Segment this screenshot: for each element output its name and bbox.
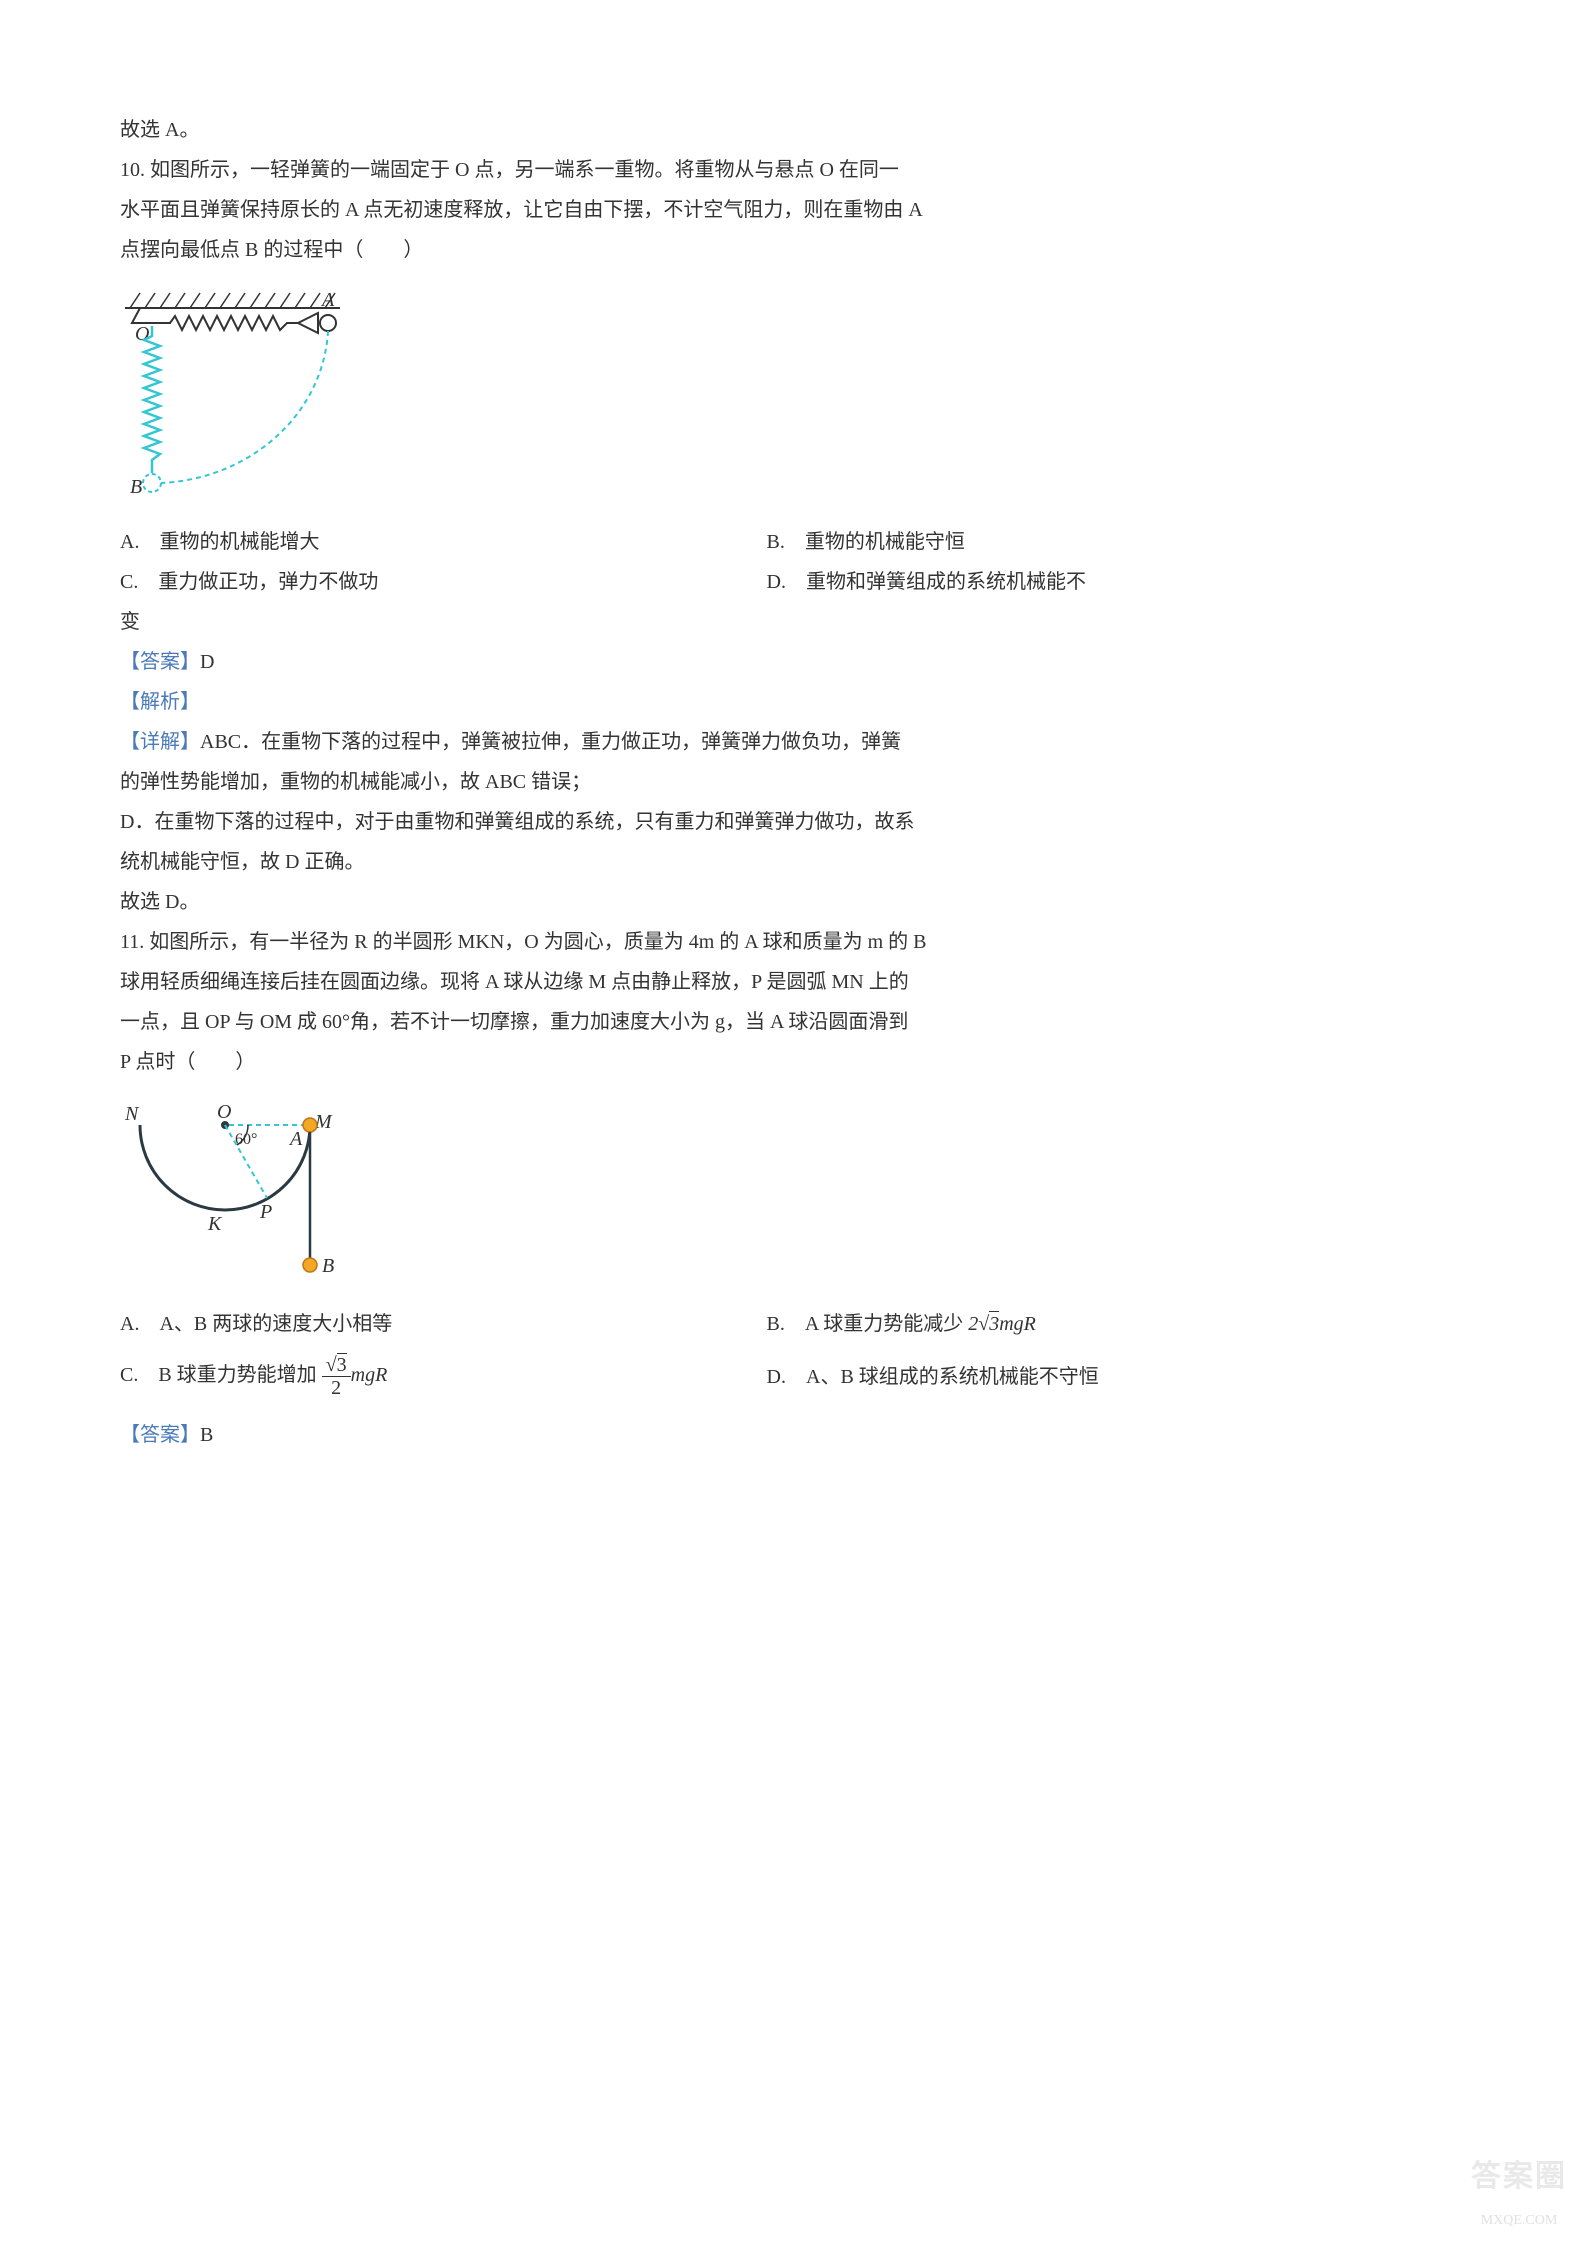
q11-opt-A: A. A、B 两球的速度大小相等 <box>120 1304 767 1344</box>
label-K: K <box>207 1213 223 1235</box>
lead-in: 故选 A。 <box>120 110 1467 150</box>
q10-number: 10. <box>120 159 145 181</box>
label-B2: B <box>322 1255 334 1277</box>
den: 2 <box>322 1377 351 1399</box>
q11-diagram-svg: N M O 60° A B K P <box>120 1090 380 1290</box>
q10-stem1: 如图所示，一轻弹簧的一端固定于 O 点，另一端系一重物。将重物从与悬点 O 在同… <box>150 159 899 181</box>
q10-explain-line3: D．在重物下落的过程中，对于由重物和弹簧组成的系统，只有重力和弹簧弹力做功，故系 <box>120 802 1467 842</box>
ball-B-dashed <box>143 474 161 492</box>
tail: mgR <box>999 1313 1036 1335</box>
explain-label: 【详解】 <box>120 731 200 753</box>
answer-label: 【答案】 <box>120 651 200 673</box>
q11-answer-val: B <box>200 1424 213 1446</box>
q10-conclude: 故选 D。 <box>120 882 1467 922</box>
tail-c: mgR <box>351 1364 388 1386</box>
q10-opt-C-text: 重力做正功，弹力不做功 <box>158 571 378 593</box>
q10-stem-line1: 10. 如图所示，一轻弹簧的一端固定于 O 点，另一端系一重物。将重物从与悬点 … <box>120 150 1467 190</box>
q11-stem-line2: 球用轻质细绳连接后挂在圆面边缘。现将 A 球从边缘 M 点由静止释放，P 是圆弧… <box>120 962 1467 1002</box>
q10-stem-line3: 点摆向最低点 B 的过程中（ ） <box>120 230 1467 270</box>
q10-answer-val: D <box>200 651 214 673</box>
q11-opt-B-prefix: A 球重力势能减少 <box>805 1313 968 1335</box>
q10-figure: O A B <box>120 278 1467 522</box>
page: 故选 A。 10. 如图所示，一轻弹簧的一端固定于 O 点，另一端系一重物。将重… <box>0 0 1587 2245</box>
q10-explain1: ABC．在重物下落的过程中，弹簧被拉伸，重力做正功，弹簧弹力做负功，弹簧 <box>200 731 901 753</box>
label-N: N <box>124 1103 140 1125</box>
arc-AB <box>161 331 328 483</box>
answer-label-2: 【答案】 <box>120 1424 200 1446</box>
ball-B-q11 <box>303 1258 317 1272</box>
q10-opt-C: C. 重力做正功，弹力不做功 <box>120 562 767 602</box>
q11-opt-D-text: A、B 球组成的系统机械能不守恒 <box>806 1366 1099 1388</box>
q10-opt-B: B. 重物的机械能守恒 <box>767 522 1467 562</box>
watermark-logo: 答案圈 <box>1471 2147 1567 2207</box>
ball-A <box>320 315 336 331</box>
label-angle: 60° <box>235 1131 257 1148</box>
q10-opt-D-cont: 变 <box>120 602 1467 642</box>
q10-options-row1: A. 重物的机械能增大 B. 重物的机械能守恒 <box>120 522 1467 562</box>
watermark: 答案圈 MXQE.COM <box>1471 2147 1567 2235</box>
bracket-O <box>132 308 160 323</box>
q11-answer: 【答案】B <box>120 1415 1467 1455</box>
q11-opt-C: C. B 球重力势能增加 √32mgR <box>120 1354 767 1399</box>
q10-analysis-label: 【解析】 <box>120 682 1467 722</box>
q10-stem-line2: 水平面且弹簧保持原长的 A 点无初速度释放，让它自由下摆，不计空气阻力，则在重物… <box>120 190 1467 230</box>
q11-opt-A-text: A、B 两球的速度大小相等 <box>159 1313 392 1335</box>
num-rad: 3 <box>337 1353 347 1376</box>
q10-opt-A: A. 重物的机械能增大 <box>120 522 767 562</box>
label-P: P <box>259 1201 272 1223</box>
q10-explain-line2: 的弹性势能增加，重物的机械能减小，故 ABC 错误； <box>120 762 1467 802</box>
q10-answer: 【答案】D <box>120 642 1467 682</box>
ball-A-q11 <box>303 1118 317 1132</box>
coef: 2 <box>968 1313 978 1335</box>
q11-number: 11. <box>120 931 144 953</box>
label-B: B <box>130 476 142 498</box>
bracket-A <box>298 313 318 333</box>
q10-opt-D-text1: 重物和弹簧组成的系统机械能不 <box>806 571 1086 593</box>
q10-explain-line1: 【详解】ABC．在重物下落的过程中，弹簧被拉伸，重力做正功，弹簧弹力做负功，弹簧 <box>120 722 1467 762</box>
q10-opt-A-text: 重物的机械能增大 <box>159 531 319 553</box>
q11-options-row2: C. B 球重力势能增加 √32mgR D. A、B 球组成的系统机械能不守恒 <box>120 1354 1467 1399</box>
q11-options-row1: A. A、B 两球的速度大小相等 B. A 球重力势能减少 2√3mgR <box>120 1304 1467 1344</box>
q10-opt-D: D. 重物和弹簧组成的系统机械能不 <box>767 562 1467 602</box>
q11-opt-B-expr: 2√3mgR <box>968 1311 1036 1335</box>
q10-opt-B-text: 重物的机械能守恒 <box>805 531 965 553</box>
q10-explain-line4: 统机械能守恒，故 D 正确。 <box>120 842 1467 882</box>
spring-vertical <box>144 326 160 473</box>
label-O2: O <box>217 1101 231 1123</box>
semicircle <box>140 1125 310 1210</box>
q11-opt-C-prefix: B 球重力势能增加 <box>158 1364 321 1386</box>
label-A: A <box>320 289 335 311</box>
q11-stem-line3: 一点，且 OP 与 OM 成 60°角，若不计一切摩擦，重力加速度大小为 g，当… <box>120 1002 1467 1042</box>
radicand: 3 <box>989 1311 999 1335</box>
q11-stem-line4: P 点时（ ） <box>120 1042 1467 1082</box>
q11-opt-B: B. A 球重力势能减少 2√3mgR <box>767 1304 1467 1344</box>
q11-stem1: 如图所示，有一半径为 R 的半圆形 MKN，O 为圆心，质量为 4m 的 A 球… <box>149 931 926 953</box>
spring-horizontal <box>160 316 298 330</box>
watermark-site: MXQE.COM <box>1471 2207 1567 2235</box>
q11-opt-D: D. A、B 球组成的系统机械能不守恒 <box>767 1357 1467 1397</box>
q11-opt-C-frac: √32 <box>322 1354 351 1399</box>
q11-figure: N M O 60° A B K P <box>120 1090 1467 1304</box>
label-A2: A <box>288 1128 303 1150</box>
ceiling-hatch <box>130 293 335 308</box>
q11-stem-line1: 11. 如图所示，有一半径为 R 的半圆形 MKN，O 为圆心，质量为 4m 的… <box>120 922 1467 962</box>
q10-options-row2: C. 重力做正功，弹力不做功 D. 重物和弹簧组成的系统机械能不 <box>120 562 1467 602</box>
q10-diagram-svg: O A B <box>120 278 380 508</box>
